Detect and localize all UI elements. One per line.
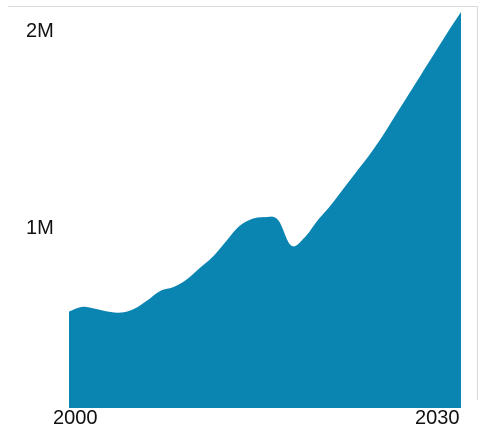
area-series xyxy=(69,12,461,408)
y-tick-label-1m: 1M xyxy=(26,217,54,239)
x-tick-label-start: 2000 xyxy=(53,407,98,427)
y-tick-label-2m: 2M xyxy=(26,20,54,42)
plot-frame xyxy=(8,6,478,400)
x-tick-label-end: 2030 xyxy=(415,407,460,427)
